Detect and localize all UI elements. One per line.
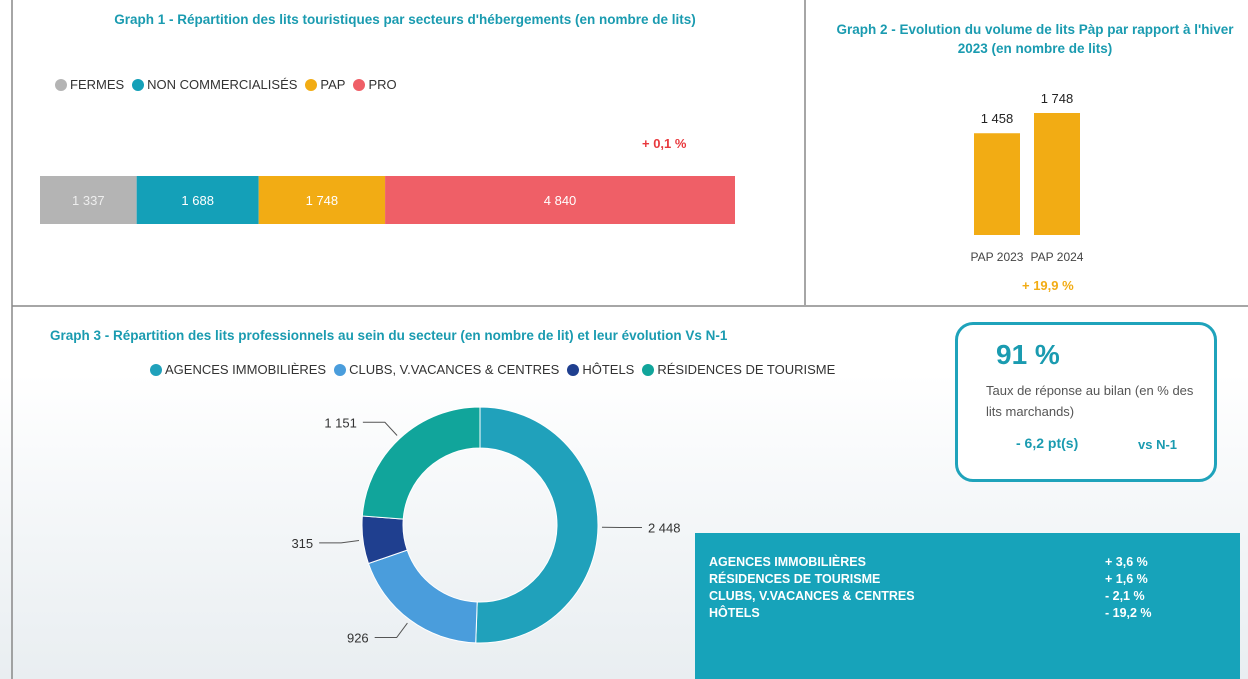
legend-label: PAP xyxy=(320,77,345,92)
annotation: + 0,1 % xyxy=(642,136,686,151)
kpi-comparison: vs N-1 xyxy=(1138,437,1177,452)
legend-label: AGENCES IMMOBILIÈRES xyxy=(165,362,326,377)
legend-label: PRO xyxy=(368,77,396,92)
donut-slice xyxy=(476,407,598,643)
data-label: 2 448 xyxy=(648,521,681,536)
leader-line xyxy=(375,623,408,637)
data-label: 1 337 xyxy=(72,193,105,208)
chart-title: Graph 2 - Evolution du volume de lits Pà… xyxy=(830,20,1240,58)
legend-label: HÔTELS xyxy=(582,362,634,377)
data-label: 1 151 xyxy=(324,415,357,430)
table-cell: - 19,2 % xyxy=(1105,606,1152,620)
legend-item: NON COMMERCIALISÉS xyxy=(132,77,297,92)
table-cell: RÉSIDENCES DE TOURISME xyxy=(709,572,880,586)
bar xyxy=(1034,113,1080,235)
kpi-value: 91 % xyxy=(996,339,1060,371)
table-cell: HÔTELS xyxy=(709,606,760,620)
data-label: 926 xyxy=(347,631,369,646)
legend-label: CLUBS, V.VACANCES & CENTRES xyxy=(349,362,559,377)
table-cell: + 3,6 % xyxy=(1105,555,1148,569)
table-row: RÉSIDENCES DE TOURISME + 1,6 % xyxy=(709,572,1179,586)
donut-slice xyxy=(368,550,477,643)
table-cell: + 1,6 % xyxy=(1105,572,1148,586)
leader-line xyxy=(319,541,359,543)
dashboard: 1 337 1 688 1 748 4 840 1 458 PAP 2023 1 748 PA… xyxy=(0,0,1248,679)
data-label: 1 458 xyxy=(981,111,1014,126)
legend-item: CLUBS, V.VACANCES & CENTRES xyxy=(334,362,559,377)
legend-swatch xyxy=(150,364,162,376)
legend-swatch xyxy=(55,79,67,91)
leader-line xyxy=(363,422,397,435)
kpi-change: - 6,2 pt(s) xyxy=(1016,435,1078,451)
legend-label: FERMES xyxy=(70,77,124,92)
data-label: 4 840 xyxy=(544,193,577,208)
evolution-table: AGENCES IMMOBILIÈRES + 3,6 % RÉSIDENCES DE… xyxy=(695,533,1240,679)
legend-item: FERMES xyxy=(55,77,124,92)
table-cell: AGENCES IMMOBILIÈRES xyxy=(709,555,866,569)
data-label: 315 xyxy=(291,536,313,551)
data-label: 1 688 xyxy=(181,193,214,208)
legend-item: AGENCES IMMOBILIÈRES xyxy=(150,362,326,377)
kpi-label: Taux de réponse au bilan (en % des lits … xyxy=(986,380,1208,422)
legend-swatch xyxy=(334,364,346,376)
table-row: HÔTELS - 19,2 % xyxy=(709,606,1179,620)
legend: FERMES NON COMMERCIALISÉS PAP PRO xyxy=(55,77,397,92)
legend-item: PRO xyxy=(353,77,396,92)
annotation: + 19,9 % xyxy=(1022,278,1074,293)
table-row: AGENCES IMMOBILIÈRES + 3,6 % xyxy=(709,555,1179,569)
donut-slice xyxy=(362,407,480,519)
legend-label: NON COMMERCIALISÉS xyxy=(147,77,297,92)
table-cell: - 2,1 % xyxy=(1105,589,1145,603)
table-cell: CLUBS, V.VACANCES & CENTRES xyxy=(709,589,915,603)
legend: AGENCES IMMOBILIÈRES CLUBS, V.VACANCES & … xyxy=(150,362,835,377)
legend-swatch xyxy=(353,79,365,91)
table-row: CLUBS, V.VACANCES & CENTRES - 2,1 % xyxy=(709,589,1179,603)
legend-item: HÔTELS xyxy=(567,362,634,377)
x-tick-label: PAP 2023 xyxy=(971,250,1024,264)
legend-label: RÉSIDENCES DE TOURISME xyxy=(657,362,835,377)
legend-swatch xyxy=(642,364,654,376)
legend-swatch xyxy=(567,364,579,376)
chart-title: Graph 3 - Répartition des lits professio… xyxy=(50,326,950,345)
legend-swatch xyxy=(132,79,144,91)
x-tick-label: PAP 2024 xyxy=(1031,250,1084,264)
chart-title: Graph 1 - Répartition des lits touristiq… xyxy=(40,10,770,29)
legend-item: RÉSIDENCES DE TOURISME xyxy=(642,362,835,377)
legend-item: PAP xyxy=(305,77,345,92)
data-label: 1 748 xyxy=(1041,91,1074,106)
data-label: 1 748 xyxy=(306,193,339,208)
legend-swatch xyxy=(305,79,317,91)
kpi-card: 91 % Taux de réponse au bilan (en % des … xyxy=(955,322,1217,482)
bar xyxy=(974,133,1020,235)
